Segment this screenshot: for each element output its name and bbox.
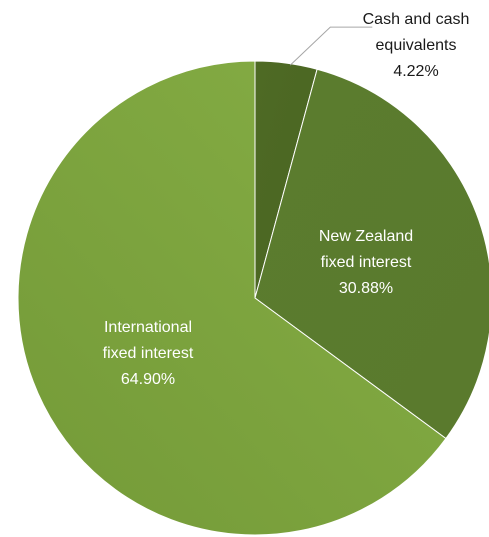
slice-new-zealand bbox=[254, 68, 489, 440]
label-cash: Cash and cash equivalents 4.22% bbox=[363, 11, 470, 80]
slice-international bbox=[17, 60, 447, 536]
slice-value-label: 30.88% bbox=[339, 280, 393, 297]
label-new-zealand: New Zealand fixed interest 30.88% bbox=[319, 228, 413, 297]
cash-leader-line bbox=[289, 26, 373, 66]
slice-label-line: fixed interest bbox=[103, 345, 194, 362]
pie-labels: Cash and cash equivalents 4.22% New Zealand… bbox=[103, 11, 470, 388]
slice-value-label: 4.22% bbox=[393, 63, 438, 80]
slice-label-line: equivalents bbox=[376, 37, 457, 54]
slice-value-label: 64.90% bbox=[121, 371, 175, 388]
slice-label-line: International bbox=[104, 319, 192, 336]
slice-label-line: fixed interest bbox=[321, 254, 412, 271]
slice-label-line: Cash and cash bbox=[363, 11, 470, 28]
pie-slices bbox=[17, 60, 489, 536]
label-international: International fixed interest 64.90% bbox=[103, 319, 194, 388]
slice-label-line: New Zealand bbox=[319, 228, 413, 245]
